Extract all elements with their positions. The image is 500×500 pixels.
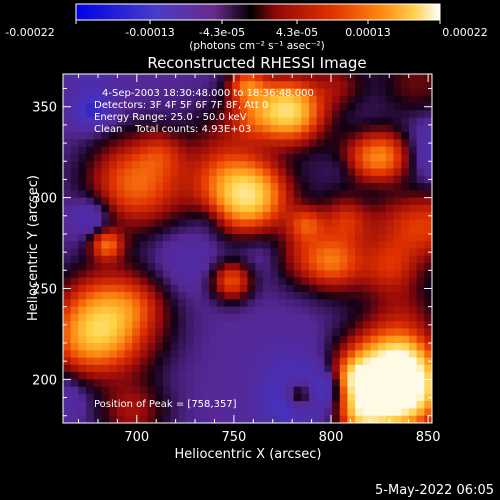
colorbar-unit: (photons cm⁻² s⁻¹ asec⁻²) [189,40,324,52]
heatmap-image [63,74,432,423]
footer-timestamp: 5-May-2022 06:05 [375,483,494,498]
x-tick-label: 750 [221,430,246,445]
y-tick-label: 300 [32,192,57,207]
colorbar-ticks [75,20,441,24]
colorbar-tick-label: -0.00022 [5,26,54,39]
x-tick-label: 800 [319,430,344,445]
x-axis-label: Heliocentric X (arcsec) [175,447,322,462]
plot-frame [62,73,433,424]
axis-ticks [63,74,432,423]
x-tick-label: 700 [124,430,149,445]
annotation-energy: Energy Range: 25.0 - 50.0 keV [94,112,247,123]
y-tick-label: 200 [32,373,57,388]
annotation-counts: Clean Total counts: 4.93E+03 [94,124,251,135]
colorbar-tick-label: -4.3e-05 [199,26,245,39]
annotation-detectors: Detectors: 3F 4F 5F 6F 7F 8F, Att 0 [94,100,268,111]
y-tick-label: 250 [32,282,57,297]
chart-title: Reconstructed RHESSI Image [147,54,366,72]
colorbar [75,3,441,21]
annotation-time: 4-Sep-2003 18:30:48.000 to 18:36:48.000 [102,88,314,99]
y-tick-label: 350 [32,101,57,116]
colorbar-tick-label: 4.3e-05 [276,26,318,39]
y-axis-label: Heliocentric Y (arcsec) [26,175,41,321]
colorbar-tick-label: 0.00013 [345,26,391,39]
peak-position-label: Position of Peak = [758,357] [94,399,237,410]
colorbar-tick-label: 0.00022 [442,26,488,39]
x-tick-label: 850 [416,430,441,445]
colorbar-tick-label: -0.00013 [125,26,174,39]
